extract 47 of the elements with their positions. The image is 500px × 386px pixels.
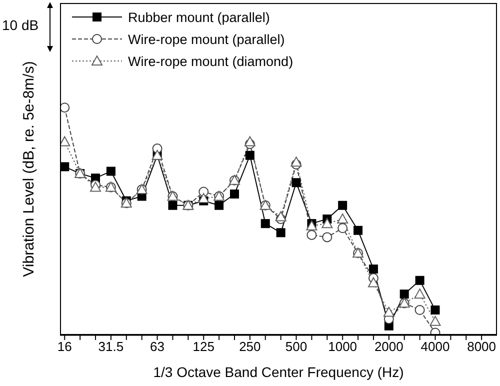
legend-label: Rubber mount (parallel) (128, 10, 270, 24)
point (322, 218, 333, 228)
point (383, 306, 394, 317)
point (322, 232, 332, 242)
point (198, 193, 210, 204)
point (245, 150, 254, 160)
point (338, 223, 348, 234)
x-tick-label: 2000 (374, 339, 404, 354)
point (430, 305, 440, 314)
point (106, 166, 116, 176)
point (337, 214, 348, 224)
y-axis-title: Vibration Level (dB, re. 5e-8m/s) (20, 61, 38, 277)
x-tick-label: 31.5 (98, 339, 124, 354)
point (290, 156, 302, 167)
point (168, 200, 178, 210)
point (214, 200, 224, 210)
point (292, 178, 301, 188)
x-tick-label: 63 (150, 339, 165, 354)
point (368, 277, 379, 288)
point (414, 304, 425, 315)
x-tick-label: 1000 (328, 339, 358, 354)
point (60, 136, 70, 146)
point (338, 200, 348, 210)
point (430, 316, 441, 326)
x-tick-label: 250 (239, 339, 261, 354)
point (276, 228, 286, 238)
point (275, 211, 286, 222)
legend-label: Wire-rope mount (parallel) (128, 32, 285, 46)
point (260, 219, 270, 228)
x-tick-label: 125 (192, 339, 214, 354)
point (415, 276, 424, 285)
point (354, 226, 363, 235)
x-axis-title: 1/3 Octave Band Center Frequency (Hz) (153, 364, 404, 380)
text: 10 dB (2, 17, 39, 33)
point (368, 264, 378, 274)
point (60, 162, 70, 172)
x-tick-label: 8000 (467, 339, 496, 354)
x-tick-label: 500 (285, 339, 308, 354)
point (400, 290, 409, 299)
point (60, 102, 70, 113)
legend-label: Wire-rope mount (diamond) (128, 54, 294, 68)
point (306, 230, 317, 240)
x-tick-label: 4000 (420, 339, 450, 354)
point (414, 288, 426, 299)
point (244, 136, 256, 146)
x-tick-label: 16 (57, 339, 72, 354)
point (230, 190, 239, 199)
